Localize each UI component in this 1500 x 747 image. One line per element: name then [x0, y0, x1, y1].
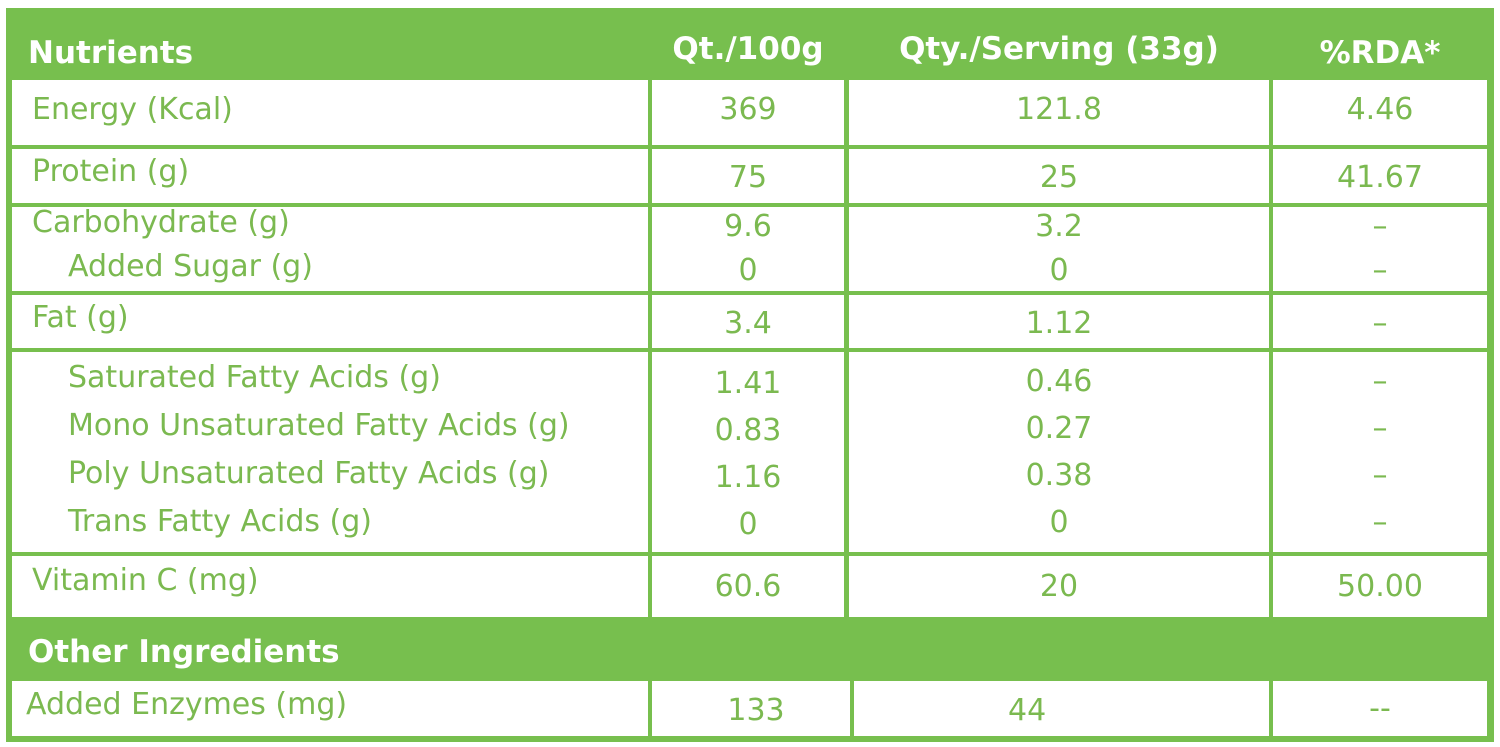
nutrient-name: Energy (Kcal) [12, 80, 648, 145]
nutrient-name: Carbohydrate (g) Added Sugar (g) [12, 205, 648, 291]
value-per-100g: 1.41 0.83 1.16 0 [652, 352, 844, 552]
value-carbohydrate-100g: 9.6 [724, 209, 772, 244]
value-per-100g: 60.6 [652, 556, 844, 617]
value-per-100g: 133 [652, 681, 850, 736]
value-rda: 50.00 [1273, 556, 1487, 617]
value-per-serving: 44 [854, 681, 1269, 736]
value-added-sugar-100g: 0 [738, 253, 758, 288]
header-nutrients: Nutrients [28, 35, 194, 71]
nutrient-name: Saturated Fatty Acids (g) Mono Unsaturat… [12, 352, 648, 552]
value-rda: 4.46 [1273, 80, 1487, 145]
table-row: Protein (g) 75 25 41.67 [6, 149, 1494, 203]
value-per-100g: 3.4 [652, 295, 844, 348]
value-per-serving: 121.8 [849, 80, 1269, 145]
value-poly-rda: – [1372, 458, 1388, 493]
nutrient-name-poly-unsaturated: Poly Unsaturated Fatty Acids (g) [68, 456, 550, 491]
value-per-serving: 25 [849, 149, 1269, 203]
value-saturated-serving: 0.46 [1025, 364, 1093, 399]
value-rda: – – – – [1273, 352, 1487, 552]
nutrition-table: Nutrients Qt./100g Qty./Serving (33g) %R… [6, 8, 1494, 742]
table-row: Saturated Fatty Acids (g) Mono Unsaturat… [6, 352, 1494, 552]
value-added-sugar-rda: – [1372, 253, 1388, 288]
nutrient-name: Added Enzymes (mg) [12, 681, 648, 736]
value-carbohydrate-serving: 3.2 [1035, 209, 1083, 244]
table-row: Added Enzymes (mg) 133 44 -- [6, 681, 1494, 736]
value-carbohydrate-rda: – [1372, 209, 1388, 244]
value-mono-rda: – [1372, 411, 1388, 446]
value-rda: – [1273, 295, 1487, 348]
nutrient-name-added-sugar: Added Sugar (g) [68, 249, 313, 284]
header-per-100g: Qt./100g [672, 31, 824, 67]
nutrient-name-mono-unsaturated: Mono Unsaturated Fatty Acids (g) [68, 408, 570, 443]
table-row: Carbohydrate (g) Added Sugar (g) 9.6 0 3… [6, 205, 1494, 291]
nutrient-name-trans: Trans Fatty Acids (g) [68, 504, 372, 539]
value-poly-100g: 1.16 [714, 460, 782, 495]
header-rda: %RDA* [1319, 35, 1441, 71]
value-saturated-100g: 1.41 [714, 366, 782, 401]
value-rda: -- [1273, 681, 1487, 736]
other-ingredients-title: Other Ingredients [28, 634, 340, 670]
value-trans-100g: 0 [738, 507, 758, 542]
table-row: Energy (Kcal) 369 121.8 4.46 [6, 80, 1494, 145]
value-mono-serving: 0.27 [1025, 411, 1093, 446]
value-per-serving: 0.46 0.27 0.38 0 [849, 352, 1269, 552]
value-rda: 41.67 [1273, 149, 1487, 203]
table-row: Fat (g) 3.4 1.12 – [6, 295, 1494, 348]
table-row: Vitamin C (mg) 60.6 20 50.00 [6, 556, 1494, 617]
table-header-row: Nutrients Qt./100g Qty./Serving (33g) %R… [6, 8, 1494, 80]
value-saturated-rda: – [1372, 364, 1388, 399]
value-rda: – – [1273, 207, 1487, 291]
header-per-serving: Qty./Serving (33g) [899, 31, 1219, 67]
nutrient-name-saturated: Saturated Fatty Acids (g) [68, 360, 441, 395]
value-per-serving: 20 [849, 556, 1269, 617]
value-per-serving: 3.2 0 [849, 207, 1269, 291]
value-trans-serving: 0 [1049, 505, 1069, 540]
value-per-100g: 75 [652, 149, 844, 203]
value-poly-serving: 0.38 [1025, 458, 1093, 493]
nutrient-name: Vitamin C (mg) [12, 556, 648, 617]
nutrient-name-carbohydrate: Carbohydrate (g) [32, 205, 290, 240]
value-mono-100g: 0.83 [714, 413, 782, 448]
nutrient-name: Protein (g) [12, 149, 648, 203]
value-trans-rda: – [1372, 505, 1388, 540]
value-added-sugar-serving: 0 [1049, 253, 1069, 288]
nutrient-name: Fat (g) [12, 295, 648, 348]
value-per-100g: 9.6 0 [652, 207, 844, 291]
value-per-serving: 1.12 [849, 295, 1269, 348]
value-per-100g: 369 [652, 80, 844, 145]
other-ingredients-header-row: Other Ingredients [6, 617, 1494, 681]
